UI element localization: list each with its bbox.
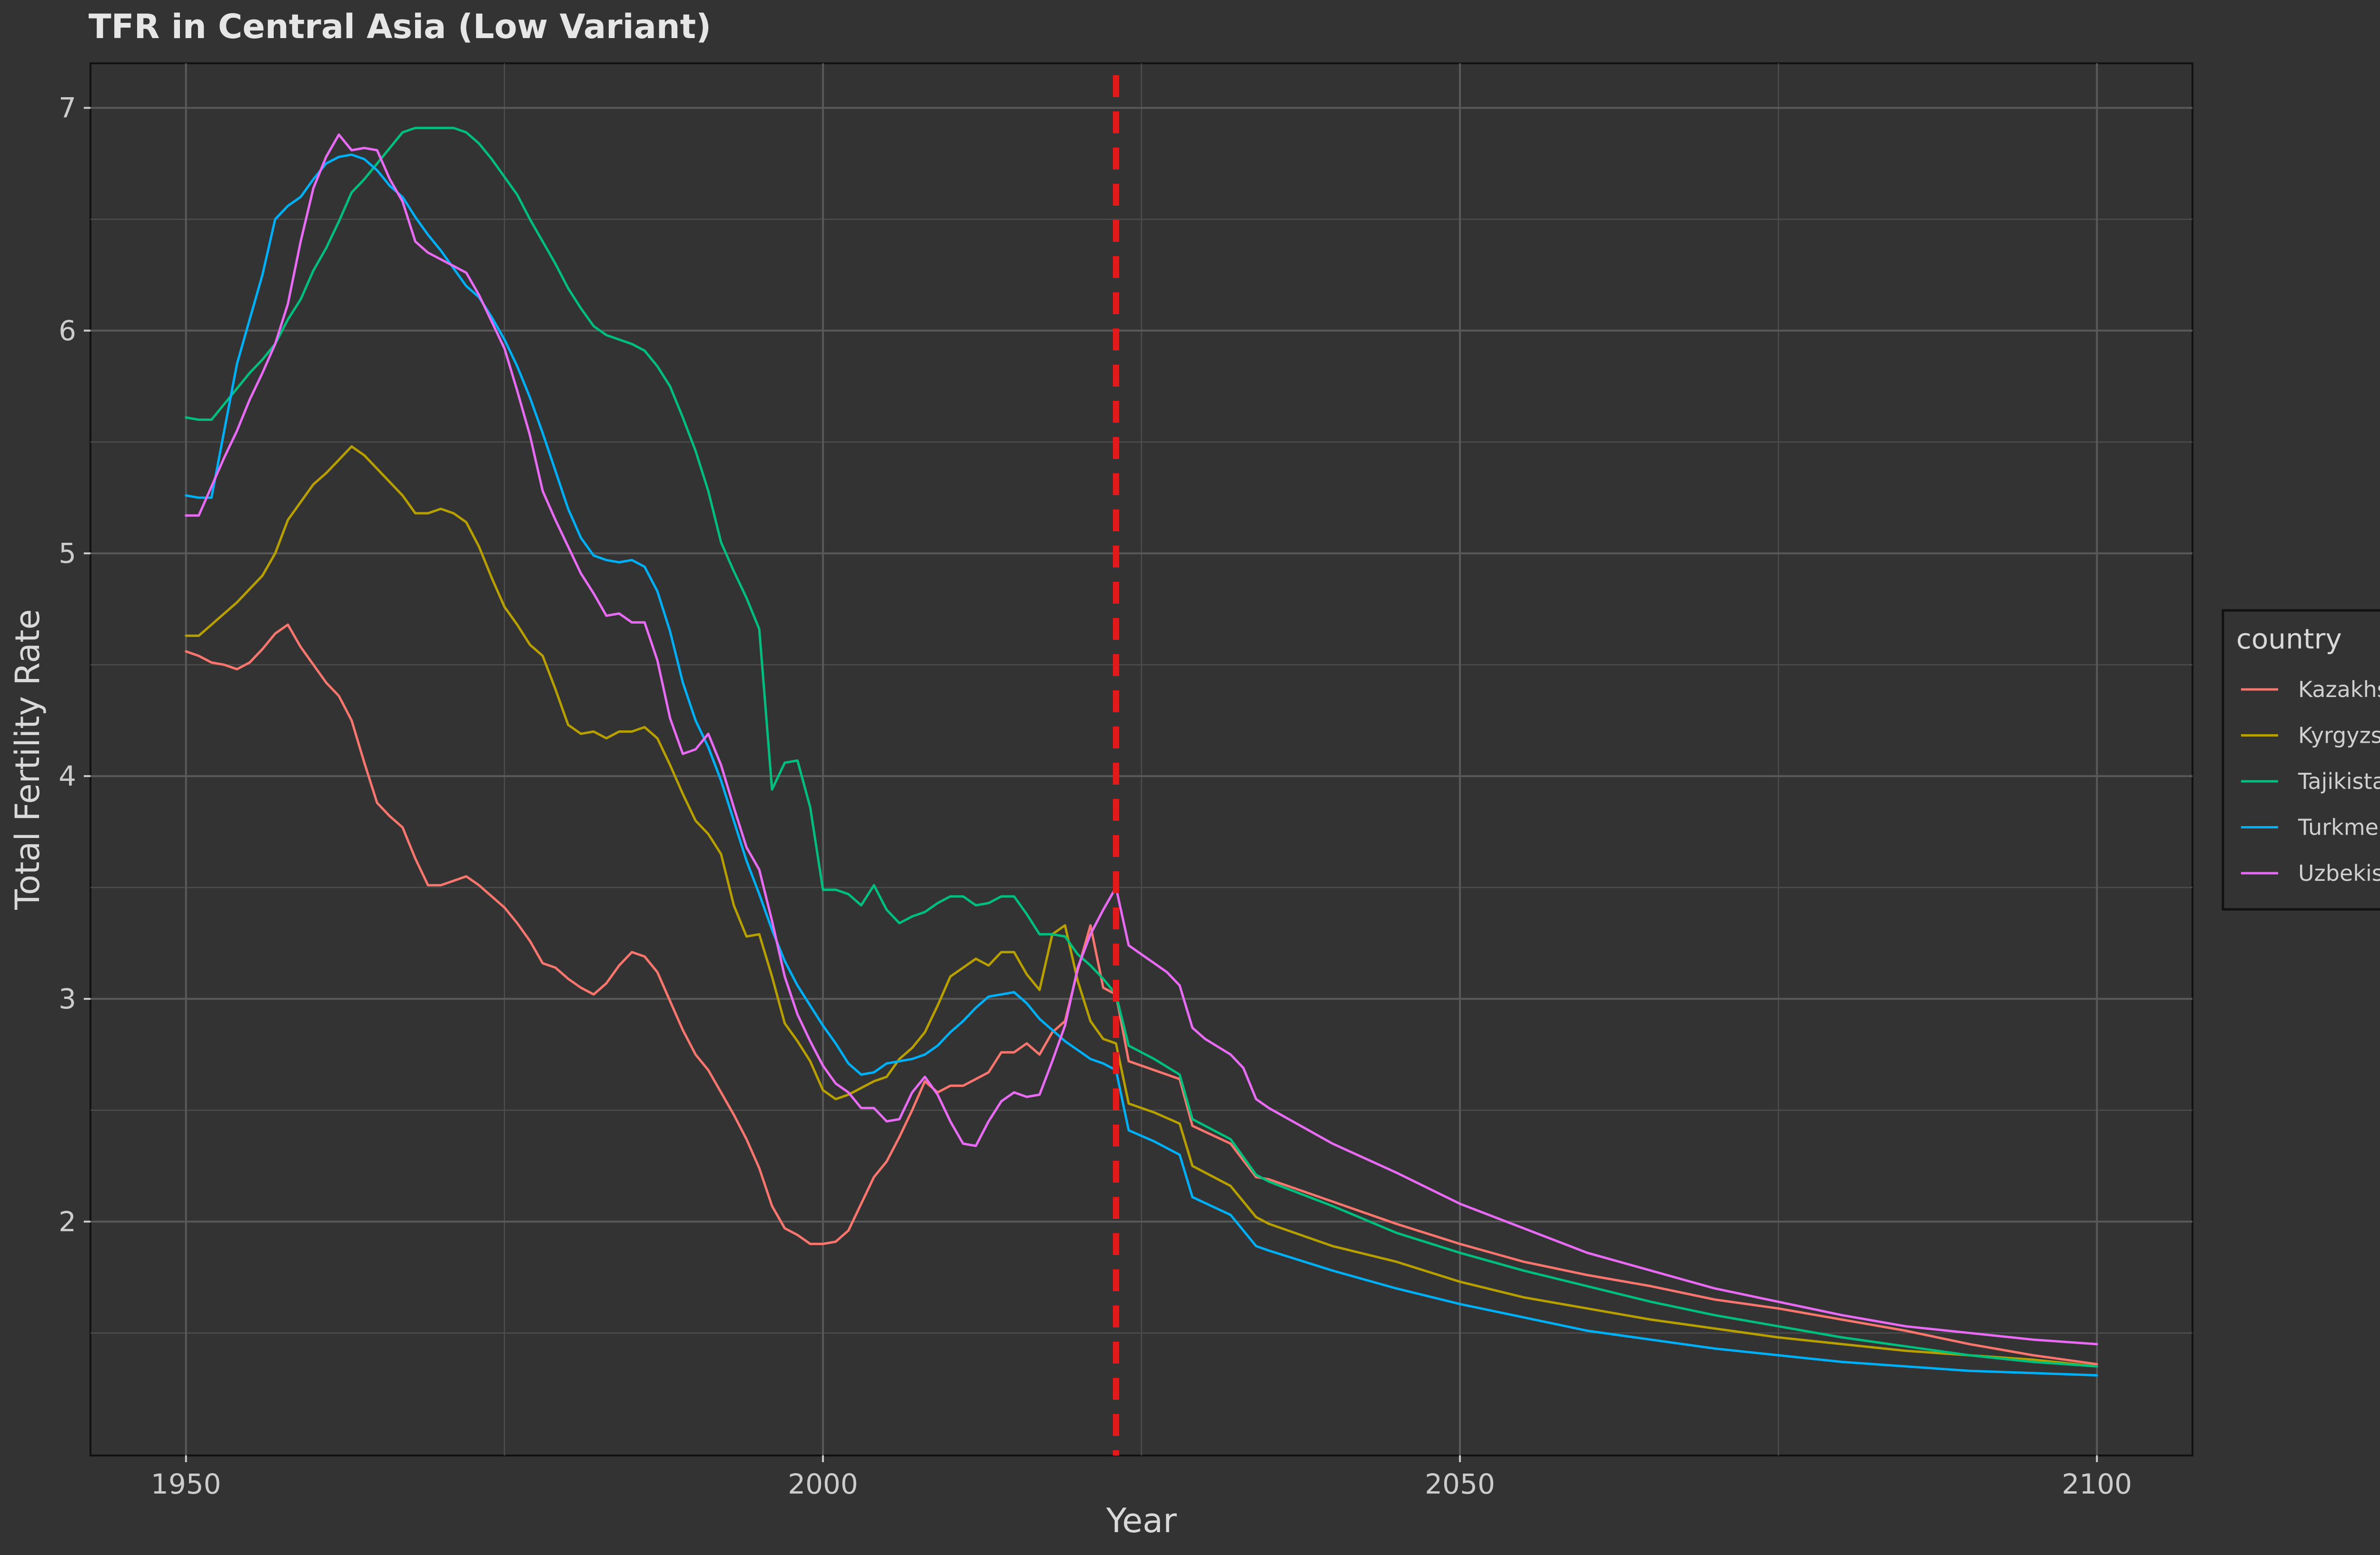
gridlines — [90, 63, 2192, 1455]
legend-title: country — [2236, 623, 2342, 655]
x-tick-label: 2050 — [1425, 1468, 1495, 1500]
legend-label-kyrgyzstan: Kyrgyzstan — [2298, 723, 2380, 748]
legend-items: Kazakhstan Kyrgyzstan Tajikistan Turkmenist… — [2241, 677, 2380, 886]
series-line-uzbekistan — [185, 133, 2098, 1346]
series-line-tajikistan — [185, 127, 2098, 1368]
y-tick-label: 5 — [59, 537, 76, 569]
legend-label-uzbekistan: Uzbekistan — [2298, 860, 2380, 886]
y-tick-label: 6 — [59, 314, 76, 347]
series-line-kyrgyzstan — [185, 445, 2098, 1368]
y-tick-label: 7 — [59, 92, 76, 124]
legend-label-turkmenistan: Turkmenistan — [2298, 815, 2380, 840]
legend-label-tajikistan: Tajikistan — [2298, 768, 2380, 794]
x-axis-title: Year — [1106, 1501, 1177, 1540]
y-axis-ticks: 2 3 4 5 6 7 — [59, 92, 90, 1238]
chart-title: TFR in Central Asia (Low Variant) — [89, 7, 711, 46]
legend: country Kazakhstan Kyrgyzstan Tajikistan Tu… — [2221, 609, 2380, 911]
x-tick-label: 2000 — [788, 1468, 858, 1500]
y-tick-label: 4 — [59, 760, 76, 792]
x-axis-ticks: 1950 2000 2050 2100 — [151, 1455, 2132, 1500]
x-tick-label: 2100 — [2062, 1468, 2132, 1500]
legend-box — [2221, 609, 2380, 911]
x-tick-label: 1950 — [151, 1468, 221, 1500]
legend-label-kazakhstan: Kazakhstan — [2298, 677, 2380, 702]
y-tick-label: 2 — [59, 1206, 76, 1238]
series-lines — [185, 127, 2098, 1377]
series-line-kazakhstan — [185, 623, 2098, 1366]
y-tick-label: 3 — [59, 983, 76, 1015]
y-axis-title: Total Fertility Rate — [8, 609, 47, 910]
